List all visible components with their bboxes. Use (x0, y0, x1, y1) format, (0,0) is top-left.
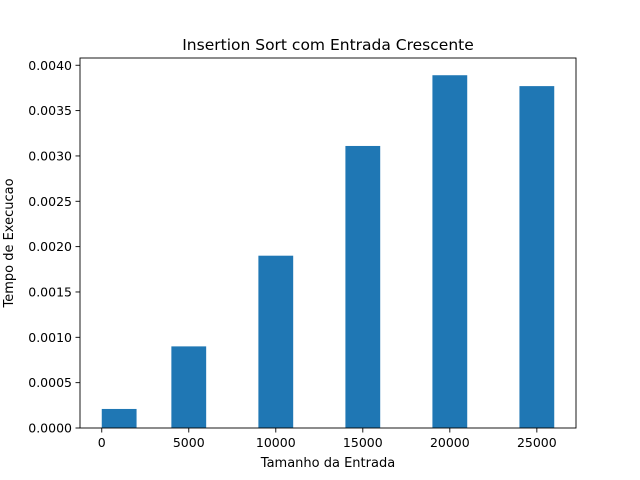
bar-4 (432, 75, 468, 428)
x-axis-label: Tamanho da Entrada (260, 456, 395, 471)
bar-2 (258, 255, 294, 428)
x-tick-label-4: 20000 (430, 435, 470, 450)
x-tick-label-2: 10000 (256, 435, 296, 450)
y-tick-label-2: 0.0010 (28, 330, 72, 345)
bar-0 (101, 408, 137, 428)
y-tick-label-3: 0.0015 (28, 284, 72, 299)
x-axis: 0 5000 10000 15000 20000 25000 (98, 428, 557, 450)
y-tick-label-8: 0.0040 (28, 58, 72, 73)
y-tick-label-0: 0.0000 (28, 421, 72, 436)
bar-3 (345, 145, 381, 428)
bars-group (101, 75, 555, 429)
bar-1 (171, 346, 207, 428)
y-tick-label-1: 0.0005 (28, 375, 72, 390)
chart-title: Insertion Sort com Entrada Crescente (182, 36, 474, 54)
y-axis: 0.0000 0.0005 0.0010 0.0015 0.0020 0.0025 0.00… (28, 58, 80, 436)
y-tick-label-4: 0.0020 (28, 239, 72, 254)
y-tick-label-6: 0.0030 (28, 148, 72, 163)
x-tick-label-1: 5000 (173, 435, 205, 450)
y-axis-label: Tempo de Execucao (2, 178, 17, 308)
y-tick-label-5: 0.0025 (28, 194, 72, 209)
x-tick-label-3: 15000 (343, 435, 383, 450)
x-tick-label-5: 25000 (517, 435, 557, 450)
x-tick-label-0: 0 (98, 435, 106, 450)
y-tick-label-7: 0.0035 (28, 103, 72, 118)
plot-frame (79, 57, 577, 429)
bar-5 (519, 86, 555, 429)
